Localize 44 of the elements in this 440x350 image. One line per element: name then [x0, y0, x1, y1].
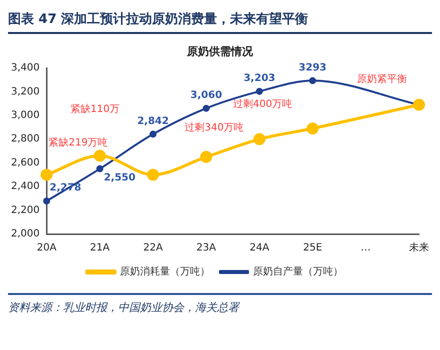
point [96, 165, 104, 172]
x-tick-label: 22A [143, 242, 163, 254]
point [253, 133, 266, 146]
y-tick-label: 2,800 [10, 134, 40, 145]
chart-title: 图表 47 深加工预计拉动原奶消费量，未来有望平衡 [8, 8, 432, 34]
point [309, 77, 316, 84]
y-tick-label: 2,400 [10, 181, 40, 192]
x-tick-label: … [360, 242, 371, 254]
x-tick-label: 25E [303, 242, 322, 254]
legend-label: 原奶消耗量（万吨） [120, 266, 210, 278]
chart-subtitle: 原奶供需情况 [186, 44, 254, 59]
point [200, 150, 212, 163]
point [43, 198, 50, 205]
point [94, 150, 106, 162]
point [413, 98, 425, 111]
point [150, 130, 157, 138]
y-tick-label: 2,600 [10, 157, 40, 168]
data-label: 3,060 [190, 90, 222, 101]
point [256, 88, 263, 95]
annotation: 原奶紧平衡 [356, 73, 407, 86]
point [202, 104, 210, 112]
y-tick-label: 3,000 [10, 110, 40, 122]
annotation: 过剩340万吨 [184, 121, 244, 134]
legend-label: 原奶自产量（万吨） [253, 266, 343, 278]
data-label: 3,203 [244, 72, 276, 84]
point [40, 168, 53, 181]
annotation: 过剩400万吨 [233, 98, 292, 110]
x-tick-label: 24A [250, 242, 270, 254]
x-tick-label: 21A [90, 242, 110, 254]
annotation: 紧缺110万 [70, 103, 120, 116]
x-tick-label: 未来 [409, 242, 429, 254]
point [306, 122, 319, 134]
x-tick-label: 23A [196, 242, 216, 254]
y-tick-label: 3,400 [10, 62, 40, 74]
y-tick-label: 3,200 [10, 86, 40, 98]
point [147, 168, 160, 181]
data-label: 2,842 [137, 116, 169, 127]
x-tick-label: 20A [36, 242, 57, 254]
data-label: 3293 [298, 62, 327, 74]
y-tick-label: 2,200 [10, 204, 40, 216]
data-label: 2,550 [104, 172, 136, 184]
annotation: 紧缺219万吨 [48, 136, 108, 148]
text: 资料来源：乳业时报，中国奶业协会，海关总署 [8, 300, 241, 316]
y-tick-label: 2,000 [10, 228, 40, 240]
